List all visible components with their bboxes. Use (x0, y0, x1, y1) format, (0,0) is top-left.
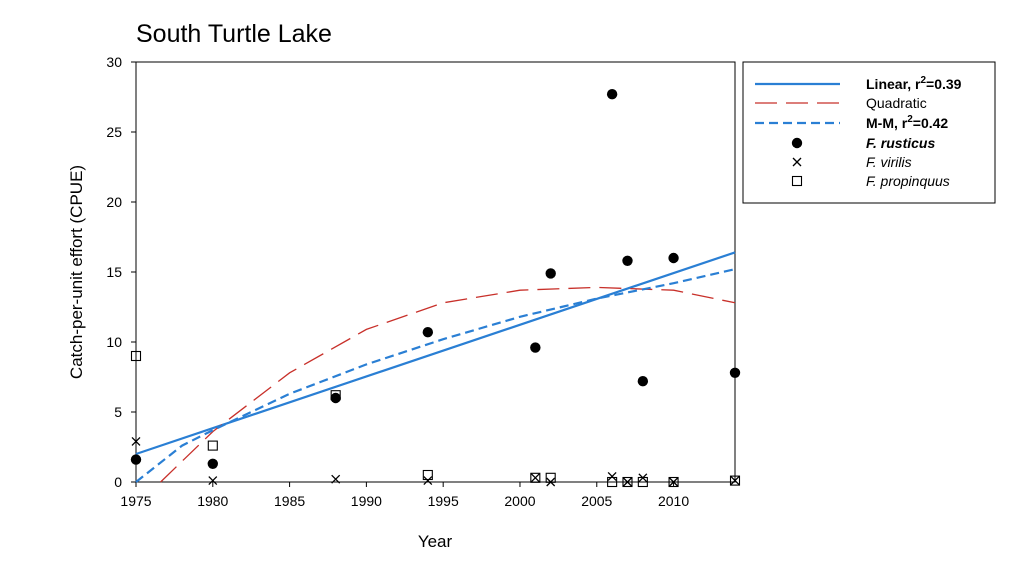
mm-fit-line (135, 268, 736, 483)
x-marker-stroke (623, 477, 632, 487)
x-marker-stroke (131, 436, 141, 446)
y-tick-label: 30 (106, 54, 122, 70)
legend-label-suffix: =0.39 (926, 76, 962, 92)
legend-label-quadratic: Quadratic (866, 95, 927, 111)
propinquus-point (622, 476, 633, 488)
y-tick-label: 10 (106, 334, 122, 350)
x-marker-stroke (730, 476, 740, 486)
x-axis-label: Year (418, 532, 453, 551)
legend-swatch-virilis (792, 157, 802, 167)
data-markers (130, 89, 741, 488)
y-tick-label: 0 (114, 474, 122, 490)
rusticus-point (637, 376, 649, 387)
quadratic-fit-line (160, 286, 736, 483)
y-tick-label: 20 (106, 194, 122, 210)
legend-swatch-propinquus (791, 175, 803, 187)
propinquus-point (545, 472, 556, 483)
propinquus-point (130, 350, 142, 362)
fit-lines (135, 251, 736, 483)
legend-label-mm: M-M, r2=0.42 (866, 114, 948, 131)
x-tick-label: 2005 (581, 493, 612, 509)
legend-label-linear: Linear, r2=0.39 (866, 75, 962, 92)
legend-label-text: F. propinquus (866, 173, 950, 189)
legend-label-superscript: 2 (907, 114, 913, 125)
legend-label-suffix: =0.42 (913, 115, 949, 131)
legend-label-text: Linear, r (866, 76, 921, 92)
rusticus-point (330, 392, 341, 404)
legend-swatch-rusticus (791, 137, 803, 149)
virilis-point (423, 476, 433, 486)
y-axis-label: Catch-per-unit effort (CPUE) (67, 165, 86, 379)
propinquus-point (637, 476, 648, 488)
propinquus-point (330, 390, 341, 401)
x-axis-ticks: 1975 1980 1985 1990 1995 2000 2005 2010 (120, 482, 689, 509)
rusticus-point (668, 252, 679, 264)
legend-label-superscript: 2 (920, 75, 926, 86)
virilis-point (607, 471, 617, 481)
rusticus-point (422, 327, 434, 338)
rusticus-point (622, 255, 633, 266)
virilis-point (131, 436, 141, 446)
x-tick-label: 1995 (428, 493, 459, 509)
propinquus-point (668, 476, 679, 488)
rusticus-point (545, 268, 556, 279)
virilis-point (530, 473, 540, 483)
x-marker-stroke (669, 477, 679, 487)
legend-label-text: M-M, r (866, 115, 908, 131)
legend-label-text: F. rusticus (866, 135, 935, 151)
x-tick-label: 1990 (351, 493, 382, 509)
virilis-point (331, 474, 341, 484)
propinquus-point (729, 475, 741, 486)
plot-frame (135, 61, 736, 483)
x-tick-label: 1980 (197, 493, 228, 509)
rusticus-point (530, 342, 541, 353)
rusticus-point (729, 367, 741, 378)
rusticus-point (130, 454, 142, 465)
plot-area (135, 61, 736, 483)
y-tick-label: 25 (106, 124, 122, 140)
propinquus-point (530, 472, 541, 483)
legend-label-rusticus: F. rusticus (866, 135, 935, 151)
x-marker-stroke (607, 471, 617, 481)
y-tick-label: 15 (106, 264, 122, 280)
legend-frame (742, 61, 996, 204)
virilis-point (730, 476, 740, 486)
linear-fit-line (135, 251, 736, 456)
x-tick-label: 2000 (504, 493, 535, 509)
propinquus-point (607, 476, 618, 488)
propinquus-point (422, 469, 433, 481)
chart-title: South Turtle Lake (136, 20, 332, 48)
x-marker-stroke (331, 474, 341, 484)
x-marker-stroke (208, 476, 218, 486)
rusticus-point (207, 458, 218, 469)
legend-label-text: Quadratic (866, 95, 927, 111)
x-tick-label: 1985 (274, 493, 305, 509)
legend-label-propinquus: F. propinquus (866, 173, 950, 189)
x-tick-label: 2010 (658, 493, 689, 509)
virilis-point (623, 477, 632, 487)
x-marker-stroke (423, 476, 433, 486)
virilis-point (669, 477, 679, 487)
x-tick-label: 1975 (120, 493, 151, 509)
virilis-point (208, 476, 218, 486)
legend-label-text: F. virilis (866, 154, 912, 170)
rusticus-point (606, 89, 618, 100)
y-tick-label: 5 (114, 404, 122, 420)
legend-label-virilis: F. virilis (866, 154, 912, 170)
y-axis-ticks: 0 5 10 15 20 25 30 (106, 54, 136, 490)
x-marker-stroke (530, 473, 540, 483)
x-marker-stroke (792, 157, 802, 167)
propinquus-point (207, 440, 218, 451)
